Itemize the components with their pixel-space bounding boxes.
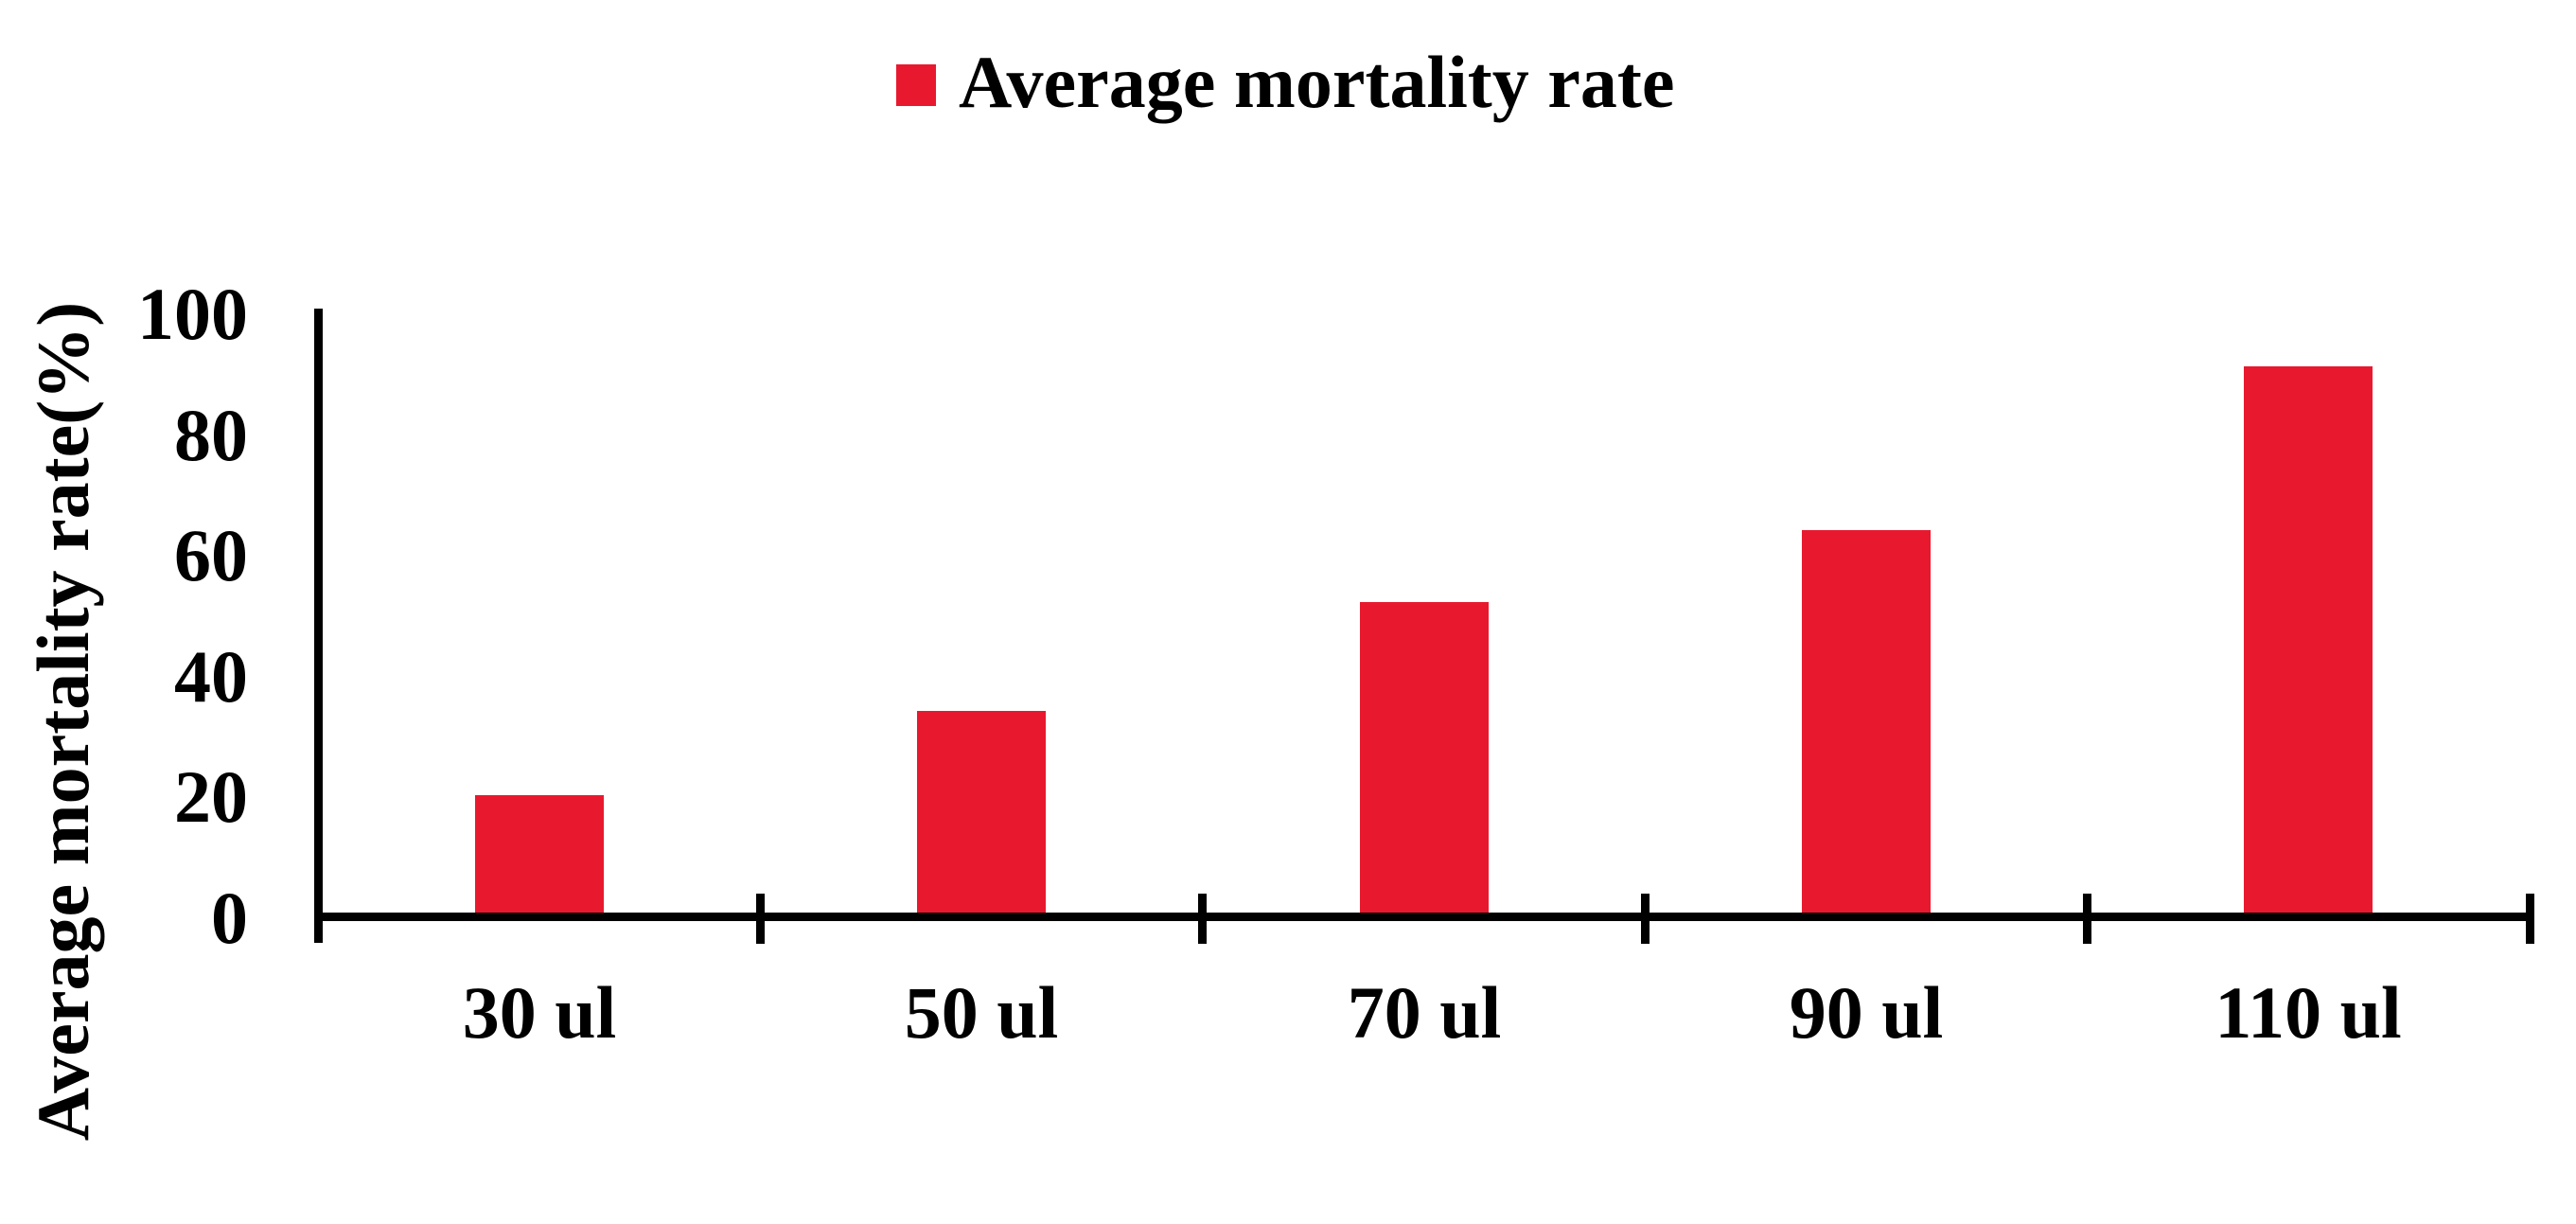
y-tick-label: 20 xyxy=(174,755,248,838)
x-axis-line xyxy=(314,913,2534,921)
bar-30-ul xyxy=(475,795,604,913)
y-tick-label: 60 xyxy=(174,514,248,596)
x-tick-label: 30 ul xyxy=(462,971,617,1054)
x-tick-label: 90 ul xyxy=(1789,971,1944,1054)
legend-series-label: Average mortality rate xyxy=(959,41,1675,123)
y-axis-line xyxy=(314,309,323,943)
bar-70-ul xyxy=(1360,602,1489,913)
y-axis-title: Average mortality rate(%) xyxy=(22,301,104,1142)
bar-50-ul xyxy=(917,711,1046,913)
x-axis-tick xyxy=(2526,894,2534,944)
x-axis-tick xyxy=(2083,894,2091,944)
bar-90-ul xyxy=(1802,530,1931,913)
x-axis-tick xyxy=(756,894,765,944)
bar-110-ul xyxy=(2244,366,2373,913)
x-axis-tick xyxy=(1198,894,1207,944)
y-tick-label: 40 xyxy=(174,635,248,718)
legend-color-swatch xyxy=(896,64,936,106)
y-tick-label: 80 xyxy=(174,394,248,476)
y-tick-label: 0 xyxy=(211,877,248,959)
x-tick-label: 110 ul xyxy=(2214,971,2402,1054)
x-tick-label: 70 ul xyxy=(1347,971,1502,1054)
y-tick-label: 100 xyxy=(137,273,248,355)
x-tick-label: 50 ul xyxy=(904,971,1059,1054)
x-axis-tick xyxy=(1641,894,1650,944)
